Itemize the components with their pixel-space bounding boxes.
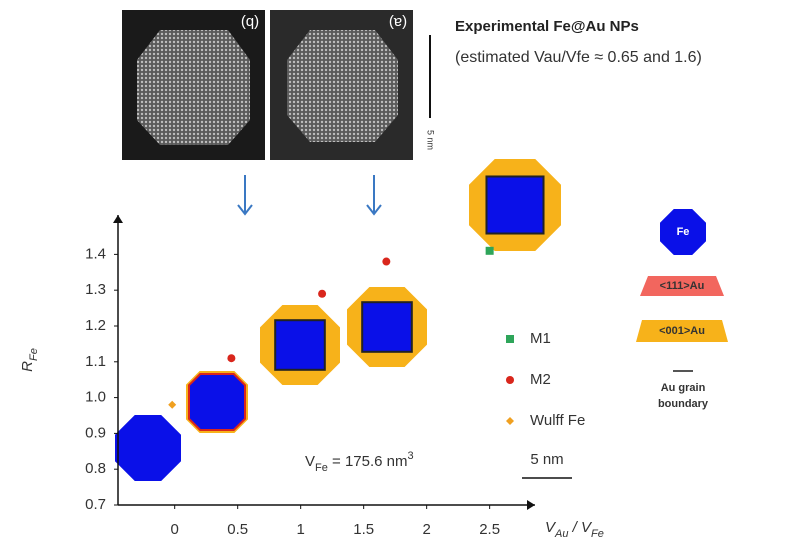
y-tick-label: 1.1	[85, 353, 106, 370]
page: {"chart_data": {"type": "scatter", "head…	[0, 0, 792, 548]
legend-label: Wulff Fe	[530, 412, 585, 429]
arrows	[238, 175, 381, 214]
x-axis-label-part: / V	[568, 519, 593, 536]
key-label: <111>Au	[660, 280, 705, 292]
annotation-part: Fe	[315, 462, 328, 474]
x-axis-label-part: Au	[554, 528, 568, 540]
legend-label: M2	[530, 371, 551, 388]
legend-marker	[506, 417, 514, 425]
data-point	[168, 401, 176, 409]
y-tick-label: 0.8	[85, 460, 106, 477]
core-glyph	[189, 374, 245, 430]
y-axis-label-part: Fe	[28, 348, 40, 361]
x-tick-label: 1.5	[353, 521, 374, 538]
y-tick-label: 0.9	[85, 424, 106, 441]
data-point	[486, 247, 494, 255]
y-axis-label-part: R	[19, 361, 36, 372]
data-point	[382, 258, 390, 266]
x-tick-label: 1	[297, 521, 305, 538]
annotation-part: = 175.6 nm	[328, 453, 408, 470]
particle-a	[287, 30, 398, 142]
fe-glyph	[115, 415, 181, 481]
core-glyph	[275, 320, 325, 370]
legend-marker	[506, 335, 514, 343]
key-label: boundary	[658, 398, 709, 410]
legend-label: M1	[530, 330, 551, 347]
x-tick-label: 0	[171, 521, 179, 538]
data-point	[318, 290, 326, 298]
annotation-part: V	[305, 453, 315, 470]
annotation: VFe = 175.6 nm3	[305, 450, 414, 474]
data-point	[227, 354, 235, 362]
core-glyph	[486, 176, 543, 233]
legend-marker	[506, 376, 514, 384]
x-tick-label: 0.5	[227, 521, 248, 538]
key-label: <001>Au	[659, 325, 705, 337]
scale-bar-label: 5 nm	[530, 451, 563, 468]
key-label: Au grain	[661, 382, 706, 394]
y-axis-label: RFe	[19, 348, 40, 372]
image-label: (a)	[389, 14, 407, 31]
y-tick-label: 0.7	[85, 496, 106, 513]
particle-b	[137, 30, 250, 145]
x-axis-label-part: Fe	[591, 528, 604, 540]
image-label: (b)	[241, 14, 259, 31]
image-scale-label: 5 nm	[426, 130, 436, 150]
annotation-part: 3	[408, 450, 414, 462]
y-tick-label: 1.0	[85, 389, 106, 406]
subheader: (estimated Vau/Vfe ≈ 0.65 and 1.6)	[455, 49, 702, 66]
y-tick-label: 1.3	[85, 281, 106, 298]
x-tick-label: 2.5	[479, 521, 500, 538]
y-tick-label: 1.4	[85, 245, 106, 262]
header: Experimental Fe@Au NPs	[455, 18, 639, 35]
core-glyph	[362, 302, 412, 352]
x-axis-label: VAu / VFe	[545, 519, 604, 540]
figure: (b) (a) 5 nm Experimental Fe@Au NPs (est…	[0, 0, 792, 548]
key-label: Fe	[677, 226, 690, 238]
y-tick-label: 1.2	[85, 317, 106, 334]
x-tick-label: 2	[422, 521, 430, 538]
